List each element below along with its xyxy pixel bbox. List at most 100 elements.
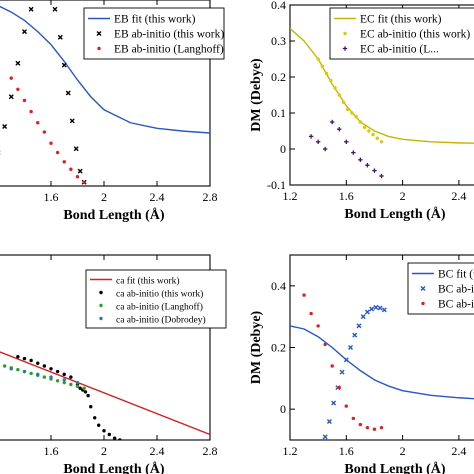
data-point — [330, 119, 335, 125]
x-tick-label: 1.6 — [339, 189, 354, 203]
chart-top-right: 1.2 1.6 2 2.4 -0.1 0 0.1 0.2 0.3 0.4 Bond Length (… — [249, 0, 474, 222]
data-point — [358, 120, 363, 124]
legend-label: EC fit (this work) — [360, 14, 442, 26]
data-point — [69, 375, 73, 379]
series-2 — [0, 6, 87, 185]
data-point — [373, 304, 379, 310]
data-point — [344, 404, 348, 408]
data-point — [324, 71, 329, 76]
legend-item: EB fit (this work) — [88, 14, 196, 26]
data-point — [352, 332, 358, 338]
legend: BC fit (this work) BC ab-initio ... BC ab-… — [407, 262, 474, 315]
legend-box — [407, 262, 474, 315]
y-axis-label: DM (Debye) — [249, 310, 264, 384]
plot-area — [0, 5, 210, 185]
data-point — [62, 380, 66, 385]
data-point — [42, 364, 47, 368]
data-point — [326, 419, 332, 424]
series-1 — [290, 27, 474, 144]
data-point — [86, 393, 90, 398]
data-point — [343, 357, 349, 363]
chart-bottom-left: 1.6 2 2.4 2.8 Bond Length (Å) ca fit (this wo… — [0, 254, 227, 474]
data-point — [333, 86, 337, 90]
legend-swatch — [420, 286, 426, 291]
data-point — [55, 379, 60, 383]
data-point — [42, 130, 47, 134]
data-point — [354, 114, 358, 119]
data-point — [62, 160, 66, 164]
data-point — [62, 378, 66, 382]
series-3 — [302, 293, 384, 431]
legend-item: EC ab-initio (this work) — [343, 29, 470, 41]
plot-area — [290, 293, 474, 440]
data-point — [69, 167, 73, 171]
data-point — [350, 111, 354, 115]
data-point — [381, 307, 387, 313]
data-point — [337, 93, 341, 97]
data-point — [329, 78, 333, 83]
y-tick-label: -0.1 — [267, 178, 286, 192]
x-tick-label: 2.4 — [150, 444, 165, 458]
series-1 — [0, 351, 210, 436]
data-point — [2, 364, 7, 368]
data-point — [371, 132, 375, 137]
data-point — [22, 369, 27, 374]
data-point — [49, 367, 53, 371]
data-point — [65, 90, 71, 96]
legend-label: BC ab-initio ... — [438, 284, 474, 296]
legend-label: BC fit (this work) — [438, 269, 474, 281]
data-point — [77, 168, 83, 174]
series-2 — [316, 57, 384, 144]
data-point — [55, 369, 60, 374]
series-line — [0, 5, 210, 134]
data-point — [75, 175, 80, 179]
data-point — [379, 425, 384, 430]
legend-swatch — [99, 316, 103, 321]
data-point — [337, 385, 341, 390]
data-point — [375, 136, 379, 140]
data-point — [360, 314, 366, 320]
data-point — [8, 94, 14, 100]
data-point — [29, 371, 33, 376]
series-line — [290, 27, 474, 144]
series-4 — [9, 367, 80, 385]
legend-label: EC ab-initio (L... — [360, 44, 439, 56]
legend-box — [329, 7, 474, 60]
y-tick-label: 0.2 — [271, 70, 286, 84]
data-point — [28, 6, 34, 12]
x-axis-label: Bond Length (Å) — [344, 461, 445, 474]
data-point — [365, 163, 370, 168]
data-point — [322, 146, 328, 152]
legend: ca fit (this work) ca ab-initio (this wor… — [85, 269, 227, 329]
x-tick-label: 2 — [101, 190, 107, 204]
data-point — [93, 416, 97, 420]
legend-swatch — [99, 290, 103, 295]
data-point — [322, 434, 328, 440]
series-1 — [0, 5, 210, 134]
y-tick-label: 0.2 — [271, 341, 286, 355]
legend-label: ca ab-initio (Dobrodey) — [116, 315, 206, 326]
data-point — [339, 369, 345, 375]
y-tick-label: 0 — [280, 402, 286, 416]
data-point — [365, 425, 370, 430]
x-tick-label: 2.4 — [150, 190, 165, 204]
data-point — [69, 118, 75, 124]
y-tick-label: 0.4 — [271, 279, 286, 293]
data-point — [82, 180, 86, 184]
data-point — [302, 293, 306, 297]
data-point — [372, 427, 377, 431]
data-point — [9, 367, 13, 371]
data-point — [52, 6, 58, 12]
data-point — [49, 375, 53, 379]
series-line — [0, 351, 210, 436]
legend-label: BC ab-initio ... — [438, 299, 474, 311]
series-3 — [9, 76, 86, 184]
data-point — [367, 129, 371, 133]
data-point — [49, 141, 53, 145]
legend-swatch — [97, 46, 101, 51]
data-point — [118, 438, 122, 440]
data-point — [78, 386, 82, 390]
data-point — [75, 380, 80, 385]
x-tick-label: 2.8 — [203, 190, 218, 204]
